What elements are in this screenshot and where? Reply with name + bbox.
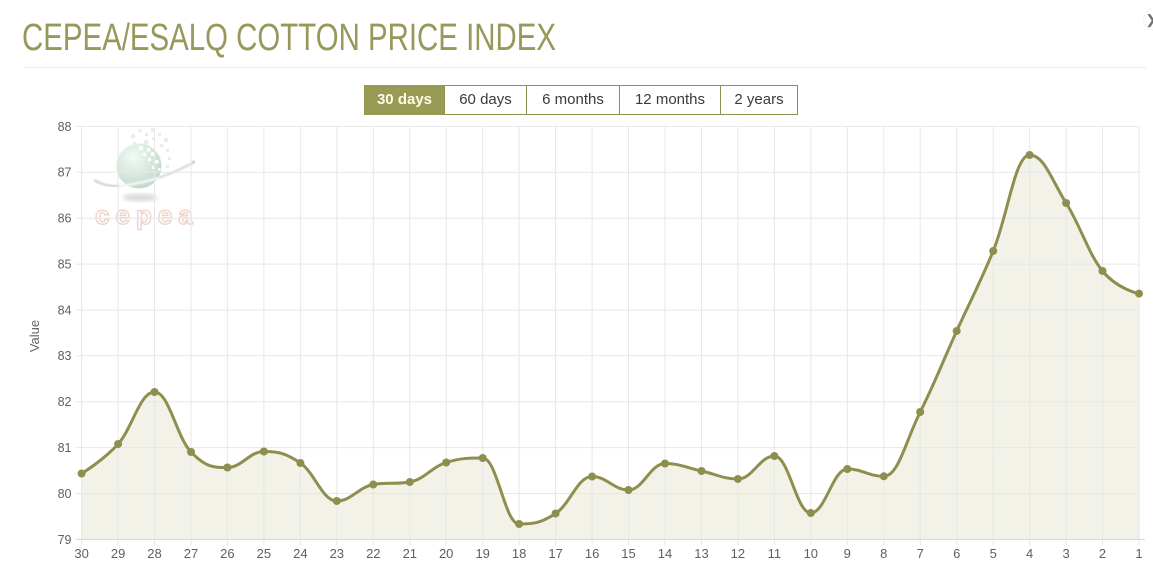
svg-text:8: 8 [880,546,887,561]
svg-text:80: 80 [58,487,72,501]
svg-text:84: 84 [58,303,72,317]
svg-text:86: 86 [58,212,72,226]
svg-text:21: 21 [403,546,417,561]
svg-text:4: 4 [1026,546,1033,561]
svg-text:6: 6 [953,546,960,561]
svg-text:Value: Value [27,320,42,352]
svg-text:9: 9 [844,546,851,561]
svg-text:15: 15 [621,546,635,561]
svg-text:25: 25 [257,546,271,561]
svg-text:7: 7 [917,546,924,561]
svg-text:28: 28 [147,546,161,561]
svg-text:81: 81 [58,441,72,455]
svg-text:2: 2 [1099,546,1106,561]
svg-text:88: 88 [58,120,72,134]
svg-text:29: 29 [111,546,125,561]
svg-text:3: 3 [1062,546,1069,561]
svg-text:11: 11 [768,546,782,561]
svg-text:5: 5 [990,546,997,561]
svg-text:30: 30 [74,546,88,561]
svg-text:20: 20 [439,546,453,561]
svg-text:83: 83 [58,349,72,363]
svg-text:10: 10 [804,546,818,561]
svg-text:18: 18 [512,546,526,561]
svg-text:27: 27 [184,546,198,561]
svg-text:17: 17 [548,546,562,561]
svg-text:16: 16 [585,546,599,561]
svg-text:85: 85 [58,258,72,272]
svg-text:19: 19 [475,546,489,561]
svg-text:1: 1 [1135,546,1142,561]
svg-text:22: 22 [366,546,380,561]
svg-text:CEPEA/ESALQ COTTON PRICE INDEX: CEPEA/ESALQ COTTON PRICE INDEX [22,17,556,59]
svg-text:12: 12 [731,546,745,561]
svg-text:24: 24 [293,546,307,561]
svg-text:13: 13 [694,546,708,561]
svg-text:26: 26 [220,546,234,561]
svg-text:82: 82 [58,395,72,409]
svg-text:23: 23 [330,546,344,561]
svg-text:14: 14 [658,546,672,561]
svg-text:cepea: cepea [95,200,199,230]
svg-text:79: 79 [58,533,72,547]
svg-text:87: 87 [58,166,72,180]
